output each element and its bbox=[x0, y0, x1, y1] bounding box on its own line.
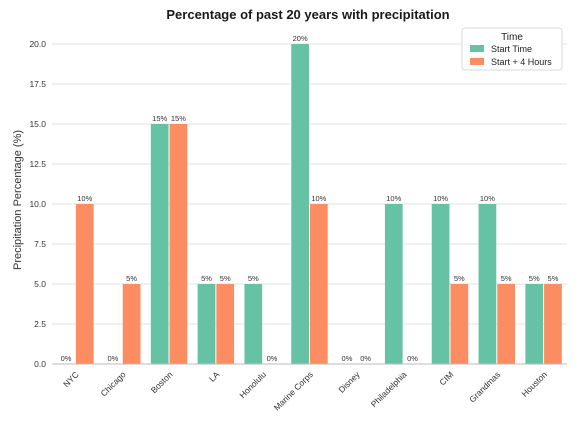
legend-swatch-start-time bbox=[470, 45, 484, 52]
bar bbox=[478, 204, 497, 364]
bar bbox=[431, 204, 450, 364]
legend-label-start-plus-4-hours: Start + 4 Hours bbox=[491, 57, 552, 67]
bar bbox=[150, 124, 169, 364]
bar-value-label: 15% bbox=[152, 114, 167, 123]
bar-value-label: 10% bbox=[386, 194, 401, 203]
y-tick-label: 5.0 bbox=[34, 279, 46, 289]
legend: Time Start Time Start + 4 Hours bbox=[461, 27, 563, 71]
y-axis-ticks: 0.0 2.5 5.0 7.5 10.0 12.5 15.0 17.5 20.0 bbox=[29, 39, 46, 369]
bar-value-label: 15% bbox=[171, 114, 186, 123]
bar-value-label: 5% bbox=[501, 274, 512, 283]
x-axis-ticks: NYC Chicago Boston LA Honolulu Marine Corps Di… bbox=[61, 369, 549, 413]
bar-labels: 0% 10% 0% 5% 15% 15% 5% 5% 5% 0% 20% 10% 0% 0% 10% 0% 10… bbox=[61, 34, 559, 363]
y-tick-label: 15.0 bbox=[29, 119, 46, 129]
bar-value-label: 5% bbox=[126, 274, 137, 283]
x-tick-label: Marine Corps bbox=[272, 369, 315, 412]
bar bbox=[216, 284, 235, 364]
y-tick-label: 0.0 bbox=[34, 359, 46, 369]
bar-value-label: 5% bbox=[548, 274, 559, 283]
bar-value-label: 0% bbox=[107, 354, 118, 363]
bar bbox=[197, 284, 216, 364]
y-tick-label: 12.5 bbox=[29, 159, 46, 169]
y-axis-label: Precipitation Percentage (%) bbox=[12, 130, 24, 270]
bar bbox=[384, 204, 403, 364]
bar-value-label: 5% bbox=[201, 274, 212, 283]
x-tick-label: Boston bbox=[149, 369, 175, 395]
x-tick-label: Disney bbox=[336, 369, 362, 395]
bar bbox=[544, 284, 562, 364]
legend-swatch-start-plus-4-hours bbox=[470, 58, 484, 65]
bar-value-label: 5% bbox=[529, 274, 540, 283]
bar bbox=[450, 284, 469, 364]
bar-value-label: 10% bbox=[77, 194, 92, 203]
x-tick-label: Philadelphia bbox=[369, 369, 409, 409]
y-tick-label: 20.0 bbox=[29, 39, 46, 49]
bar bbox=[497, 284, 515, 364]
bar bbox=[310, 204, 328, 364]
y-tick-label: 7.5 bbox=[34, 239, 46, 249]
bar bbox=[525, 284, 544, 364]
chart-title: Percentage of past 20 years with precipi… bbox=[166, 7, 449, 22]
x-tick-label: CIM bbox=[437, 369, 455, 387]
bar bbox=[244, 284, 263, 364]
x-tick-label: Chicago bbox=[99, 369, 128, 398]
bar-value-label: 20% bbox=[293, 34, 308, 43]
bar-value-label: 5% bbox=[248, 274, 259, 283]
x-tick-label: NYC bbox=[61, 369, 81, 389]
bar-value-label: 0% bbox=[61, 354, 72, 363]
y-tick-label: 2.5 bbox=[34, 319, 46, 329]
legend-label-start-time: Start Time bbox=[491, 44, 532, 54]
bar bbox=[169, 124, 188, 364]
bar-value-label: 0% bbox=[360, 354, 371, 363]
bar-value-label: 0% bbox=[342, 354, 353, 363]
bar-value-label: 5% bbox=[220, 274, 231, 283]
bar bbox=[122, 284, 141, 364]
x-tick-label: Houston bbox=[520, 369, 550, 399]
bar bbox=[291, 44, 309, 364]
y-tick-label: 10.0 bbox=[29, 199, 46, 209]
legend-title: Time bbox=[501, 32, 523, 43]
y-tick-label: 17.5 bbox=[29, 79, 46, 89]
bar bbox=[75, 204, 94, 364]
bar-value-label: 0% bbox=[407, 354, 418, 363]
bar-value-label: 5% bbox=[454, 274, 465, 283]
x-tick-label: LA bbox=[207, 369, 222, 384]
bar-value-label: 10% bbox=[433, 194, 448, 203]
x-tick-label: Honolulu bbox=[237, 369, 268, 400]
bars bbox=[75, 44, 562, 364]
bar-value-label: 10% bbox=[480, 194, 495, 203]
x-tick-label: Grandmas bbox=[467, 369, 502, 404]
bar-value-label: 10% bbox=[311, 194, 326, 203]
legend-frame bbox=[461, 27, 563, 71]
bar-value-label: 0% bbox=[267, 354, 278, 363]
